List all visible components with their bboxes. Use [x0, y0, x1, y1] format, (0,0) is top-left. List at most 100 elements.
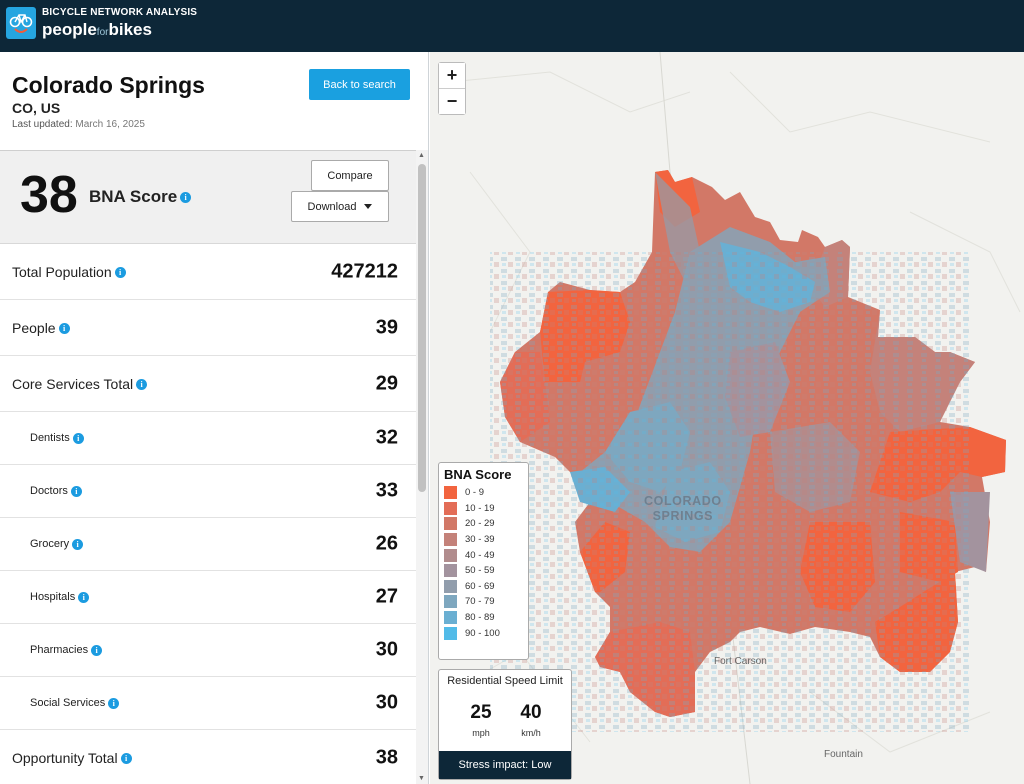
info-icon[interactable]: i [180, 192, 192, 204]
download-button[interactable]: Download [291, 191, 389, 222]
city-header: Colorado Springs CO, US Last updated: Ma… [0, 52, 428, 150]
metric-row: Dentists i 32 [0, 412, 416, 465]
metric-value: 427212 [331, 260, 398, 282]
legend-label: 0 - 9 [465, 487, 485, 499]
peopleforbikes-logo[interactable]: BICYCLE NETWORK ANALYSIS peopleforbikes [6, 7, 197, 39]
speed-kmh: 40 km/h [511, 702, 551, 738]
metric-row: Opportunity Total i 38 [0, 730, 416, 784]
updated-date: March 16, 2025 [75, 119, 145, 130]
city-details-panel: Colorado Springs CO, US Last updated: Ma… [0, 52, 429, 784]
metric-label-text: Total Population [12, 263, 112, 280]
map-canvas[interactable] [430, 52, 1024, 784]
org-line: BICYCLE NETWORK ANALYSIS [42, 7, 198, 18]
city-score-area[interactable] [490, 170, 1006, 732]
legend-swatch [444, 517, 457, 531]
legend-swatch [444, 486, 457, 500]
metric-label: Core Services Total i [12, 376, 148, 392]
metric-label-text: Doctors [30, 485, 68, 497]
legend-swatch [444, 626, 457, 640]
info-icon[interactable]: i [91, 644, 103, 656]
fort-carson-label: Fort Carson [714, 656, 767, 667]
info-icon[interactable]: i [120, 753, 132, 765]
zoom-out-button[interactable]: − [439, 89, 465, 114]
info-icon[interactable]: i [72, 432, 84, 444]
top-header: BICYCLE NETWORK ANALYSIS peopleforbikes [0, 0, 1024, 52]
speed-mph: 25 mph [461, 702, 501, 738]
last-updated: Last updated: March 16, 2025 [12, 119, 145, 130]
scrollbar[interactable]: ▲ ▼ [416, 150, 428, 784]
info-icon[interactable]: i [58, 323, 70, 335]
zoom-control: + − [438, 62, 466, 115]
legend-swatch [444, 501, 457, 515]
stress-impact: Stress impact: Low [439, 751, 571, 779]
speed-kmh-unit: km/h [521, 728, 541, 738]
back-to-search-button[interactable]: Back to search [309, 69, 410, 100]
metric-value: 32 [375, 426, 398, 449]
legend-item: 10 - 19 [444, 501, 523, 517]
updated-label: Last updated: [12, 119, 73, 130]
city-state: CO, US [12, 100, 61, 116]
metric-label: Doctors i [30, 485, 82, 497]
legend-label: 20 - 29 [465, 518, 495, 530]
legend-label: 50 - 59 [465, 565, 495, 577]
bna-score-label: BNA Score i [89, 187, 192, 207]
metric-label-text: Dentists [30, 432, 70, 444]
info-icon[interactable]: i [72, 538, 84, 550]
info-icon[interactable]: i [136, 379, 148, 391]
info-icon[interactable]: i [114, 267, 126, 279]
legend-label: 90 - 100 [465, 627, 500, 639]
info-icon[interactable]: i [70, 485, 82, 497]
metric-value: 26 [375, 532, 398, 555]
metric-row: Pharmacies i 30 [0, 624, 416, 677]
bicycle-logo-icon [6, 7, 36, 39]
metric-row: Social Services i 30 [0, 677, 416, 730]
bna-score-label-text: BNA Score [89, 187, 178, 206]
metric-row: Grocery i 26 [0, 518, 416, 571]
metric-label-text: Grocery [30, 538, 70, 550]
city-map-label-line1: COLORADO [644, 494, 722, 508]
legend-swatch [444, 611, 457, 625]
legend-label: 10 - 19 [465, 502, 495, 514]
legend-item: 90 - 100 [444, 625, 523, 641]
legend-label: 40 - 49 [465, 549, 495, 561]
speed-limit-title: Residential Speed Limit [447, 675, 563, 687]
metric-row: Core Services Total i 29 [0, 356, 416, 412]
compare-button[interactable]: Compare [311, 160, 389, 191]
legend-item: 70 - 79 [444, 594, 523, 610]
legend-swatch [444, 564, 457, 578]
metric-label: Dentists i [30, 432, 84, 444]
scroll-down-icon[interactable]: ▼ [418, 775, 425, 782]
zoom-in-button[interactable]: + [439, 63, 465, 88]
legend-title: BNA Score [444, 467, 512, 482]
bna-score-value: 38 [20, 166, 78, 224]
legend-item: 30 - 39 [444, 532, 523, 548]
metric-value: 30 [375, 691, 398, 714]
metric-value: 39 [375, 316, 398, 338]
caret-down-icon [364, 204, 373, 210]
scrollbar-thumb[interactable] [418, 164, 426, 492]
metric-value: 27 [375, 585, 398, 608]
fountain-label: Fountain [824, 749, 863, 760]
bna-score-box: 38 BNA Score i Compare Download [0, 150, 416, 244]
info-icon[interactable]: i [78, 591, 90, 603]
metric-label: Social Services i [30, 697, 120, 709]
city-map-label-line2: SPRINGS [652, 509, 714, 523]
download-label: Download [307, 200, 357, 213]
legend-label: 60 - 69 [465, 580, 495, 592]
scroll-up-icon[interactable]: ▲ [418, 152, 425, 159]
legend-item: 40 - 49 [444, 547, 523, 563]
legend-label: 80 - 89 [465, 612, 495, 624]
metric-label-text: Social Services [30, 697, 106, 709]
city-map-label: COLORADO SPRINGS [644, 494, 722, 524]
speed-mph-value: 25 [470, 702, 492, 723]
brand-bikes: bikes [108, 20, 152, 39]
metric-label-text: Pharmacies [30, 644, 89, 656]
info-icon[interactable]: i [108, 697, 120, 709]
legend-swatch [444, 548, 457, 562]
metric-label: Hospitals i [30, 591, 90, 603]
bna-map[interactable]: COLORADO SPRINGS Fort Carson Fountain + … [430, 52, 1024, 784]
metric-label: Total Population i [12, 264, 126, 280]
metric-row: Hospitals i 27 [0, 571, 416, 624]
metrics-list: Total Population i 427212 People i 39 Core Ser… [0, 244, 416, 784]
speed-mph-unit: mph [472, 728, 490, 738]
